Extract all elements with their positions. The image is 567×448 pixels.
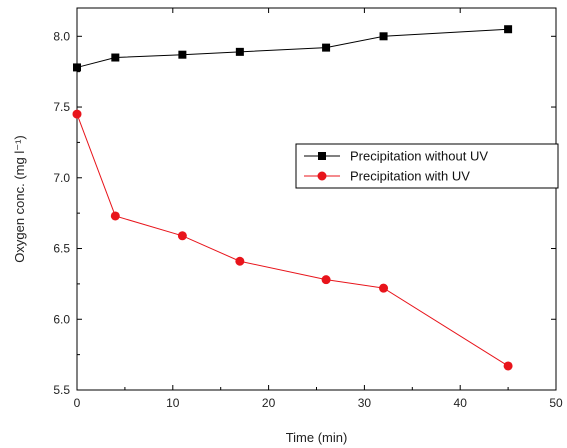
data-point xyxy=(111,53,120,62)
series-layer xyxy=(72,25,513,371)
x-tick-label: 50 xyxy=(549,396,563,410)
legend-label: Precipitation with UV xyxy=(350,169,470,184)
data-point xyxy=(321,275,331,285)
plot-frame xyxy=(76,7,557,391)
y-tick-label: 6.0 xyxy=(53,312,70,326)
data-point xyxy=(235,47,244,56)
data-point xyxy=(235,256,245,266)
y-tick-label: 8.0 xyxy=(53,29,70,43)
x-tick-label: 40 xyxy=(454,396,468,410)
data-point xyxy=(322,43,331,52)
y-tick-label: 7.0 xyxy=(53,171,70,185)
data-point xyxy=(73,63,81,72)
data-point xyxy=(110,211,120,221)
legend-marker xyxy=(318,152,326,160)
x-tick-label: 0 xyxy=(74,396,81,410)
series-line xyxy=(76,28,509,68)
data-point xyxy=(178,50,187,59)
legend-item: Precipitation with UV xyxy=(304,169,470,184)
y-tick-label: 6.5 xyxy=(53,242,70,256)
y-axis-title: Oxygen conc. (mg l⁻¹) xyxy=(12,135,27,263)
legend-marker xyxy=(317,171,327,181)
series-1 xyxy=(73,25,513,72)
x-tick-label: 10 xyxy=(166,396,180,410)
data-point xyxy=(177,231,187,241)
legend-box xyxy=(295,143,559,189)
y-tick-label: 7.5 xyxy=(53,100,70,114)
x-tick-label: 20 xyxy=(262,396,276,410)
data-point xyxy=(379,32,388,41)
series-2 xyxy=(72,109,513,371)
data-point xyxy=(503,361,513,371)
x-axis-title: Time (min) xyxy=(286,430,348,445)
legend-item: Precipitation without UV xyxy=(304,149,488,164)
data-point xyxy=(379,283,389,293)
legend: Precipitation without UV Precipitation wi… xyxy=(295,143,559,189)
x-axis: 0 10 20 30 40 50 xyxy=(74,8,563,410)
data-point xyxy=(72,109,82,119)
legend-label: Precipitation without UV xyxy=(350,149,488,164)
y-tick-label: 5.5 xyxy=(53,383,70,397)
data-point xyxy=(504,25,513,34)
x-tick-label: 30 xyxy=(358,396,372,410)
y-axis: 5.5 6.0 6.5 7.0 7.5 8.0 xyxy=(53,29,556,397)
plot-border xyxy=(76,7,557,391)
